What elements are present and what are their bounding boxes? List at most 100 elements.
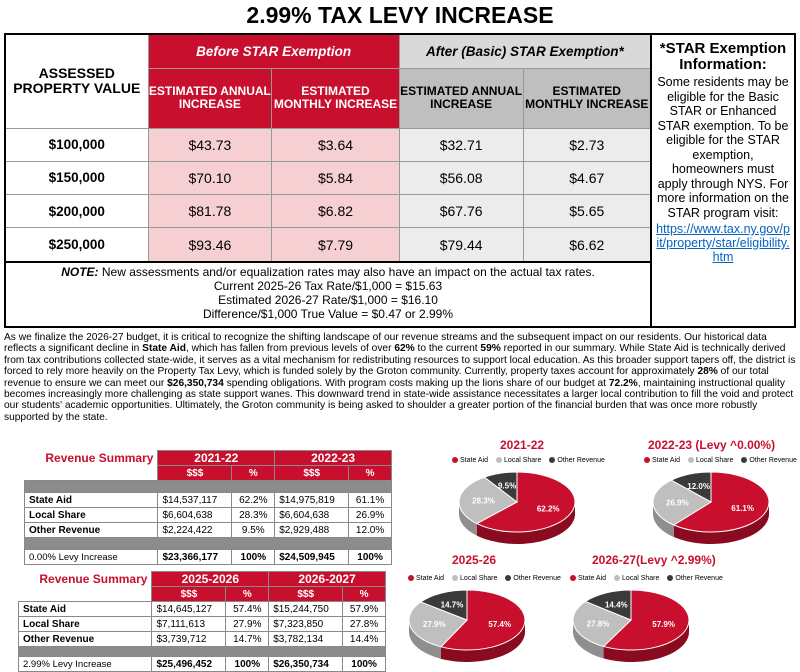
before-monthly-header: ESTIMATED MONTHLY INCREASE: [271, 67, 400, 129]
col-header: %: [342, 586, 386, 602]
pie-label-other-revenue: 14.7%: [441, 600, 464, 609]
note-text: New assessments and/or equalization rate…: [101, 265, 595, 279]
percent-cell: 14.4%: [342, 631, 386, 647]
total-percent: 100%: [225, 656, 270, 672]
total-cell: $25,496,452: [151, 656, 227, 672]
col-header: %: [225, 586, 270, 602]
total-percent: 100%: [342, 656, 386, 672]
year-header: 2026-2027: [268, 571, 386, 587]
after-annual-cell: $32.71: [398, 127, 524, 162]
before-monthly-cell: $3.64: [271, 127, 400, 162]
revenue-summary-title: Revenue Summary: [45, 451, 154, 465]
amount-cell: $3,739,712: [151, 631, 227, 647]
after-monthly-cell: $2.73: [522, 127, 652, 162]
before-annual-cell: $70.10: [147, 160, 273, 196]
revenue-summary-title: Revenue Summary: [39, 572, 148, 586]
row-label: Other Revenue: [17, 631, 153, 647]
note-label: NOTE:: [61, 265, 99, 279]
legend-label: Other Revenue: [513, 575, 561, 582]
table-row: State Aid $14,645,127 57.4% $15,244,750 …: [17, 601, 386, 617]
pie-title-2: 2022-23 (Levy ^0.00%): [648, 438, 776, 452]
pie-label-state-aid: 62.2%: [537, 505, 560, 514]
pie-slice-other-revenue: [483, 471, 518, 504]
year-header: 2021-22: [157, 450, 276, 466]
legend-other-revenue: Other Revenue: [549, 457, 605, 464]
before-annual-cell: $81.78: [147, 193, 273, 229]
col-header: $$$: [157, 465, 233, 481]
legend-label: Local Share: [504, 457, 542, 464]
budget-paragraph: As we finalize the 2026-27 budget, it is…: [4, 332, 796, 423]
percent-cell: 27.8%: [342, 616, 386, 632]
table-row: State Aid $14,537,117 62.2% $14,975,819 …: [23, 492, 392, 508]
percent-cell: 61.1%: [348, 492, 392, 508]
table-row: $100,000 $43.73 $3.64 $32.71 $2.73: [4, 127, 652, 162]
table-row: $150,000 $70.10 $5.84 $56.08 $4.67: [4, 160, 652, 196]
after-annual-cell: $79.44: [398, 227, 524, 263]
local-share-swatch: [452, 575, 459, 582]
legend-label: State Aid: [652, 457, 681, 464]
note-block: NOTE: New assessments and/or equalizatio…: [6, 265, 650, 321]
percent-cell: 9.5%: [231, 522, 276, 538]
after-monthly-cell: $5.65: [522, 193, 652, 229]
after-star-header: After (Basic) STAR Exemption*: [398, 33, 652, 69]
col-header: $$$: [274, 465, 350, 481]
para-text: reported in our summary. While State Aid…: [4, 343, 796, 378]
before-star-header: Before STAR Exemption: [147, 33, 400, 69]
pie-slice-local-share: [652, 479, 712, 526]
tax-increase-table: ASSESSED PROPERTY VALUE Before STAR Exem…: [4, 33, 652, 263]
col-header: %: [231, 465, 276, 481]
pie-side-local-share: [459, 502, 477, 536]
amount-cell: $6,604,638: [274, 507, 350, 523]
pie-legend-3: State Aid Local Share Other Revenue: [408, 575, 561, 582]
rate-difference: Difference/$1,000 True Value = $0.47 or …: [202, 307, 454, 321]
para-text: spending obligations. With program costs…: [223, 377, 609, 389]
table-row: $200,000 $81.78 $6.82 $67.76 $5.65: [4, 193, 652, 229]
para-bold: $26,350,734: [167, 377, 224, 389]
state-aid-swatch: [452, 457, 458, 464]
pie-chart-2026-27: 57.9% 27.8% 14.4%: [572, 589, 690, 662]
legend-label: Local Share: [460, 575, 498, 582]
pie-label-state-aid: 57.4%: [488, 620, 511, 629]
before-annual-cell: $93.46: [147, 227, 273, 263]
star-link[interactable]: https://www.tax.ny.gov/pit/property/star…: [656, 222, 790, 264]
divider: [24, 537, 392, 550]
pie-side-state-aid: [440, 620, 525, 662]
levy-label: 2.99% Levy Increase: [17, 656, 153, 672]
page-title: 2.99% TAX LEVY INCREASE: [246, 2, 554, 28]
before-monthly-cell: $7.79: [271, 227, 400, 263]
total-row: 0.00% Levy Increase $23,366,177 100% $24…: [23, 549, 392, 565]
pie-label-other-revenue: 14.4%: [605, 600, 628, 609]
para-text: , which has fallen from previous levels …: [185, 343, 395, 355]
other-revenue-swatch: [667, 575, 674, 582]
pie-title-3: 2025-26: [452, 553, 497, 567]
percent-cell: 26.9%: [348, 507, 392, 523]
legend-state-aid: State Aid: [408, 575, 444, 582]
pie-side-local-share: [573, 620, 604, 659]
pie-slice-state-aid: [672, 471, 770, 533]
pie-title-4: 2026-27(Levy ^2.99%): [592, 553, 716, 567]
col-header: $$$: [151, 586, 227, 602]
percent-cell: 27.9%: [225, 616, 270, 632]
amount-cell: $14,645,127: [151, 601, 227, 617]
other-revenue-swatch: [505, 575, 512, 582]
before-annual-cell: $43.73: [147, 127, 273, 162]
para-bold: 28%: [697, 366, 718, 378]
pie-slice-other-revenue: [419, 589, 468, 621]
pie-label-local-share: 26.9%: [666, 498, 689, 507]
legend-label: Other Revenue: [749, 457, 797, 464]
pie-legend-4: State Aid Local Share Other Revenue: [570, 575, 723, 582]
after-monthly-cell: $4.67: [522, 160, 652, 196]
total-percent: 100%: [348, 549, 392, 565]
legend-label: Local Share: [696, 457, 734, 464]
before-monthly-cell: $6.82: [271, 193, 400, 229]
year-header: 2022-23: [274, 450, 392, 466]
current-rate: Current 2025-26 Tax Rate/$1,000 = $15.63: [213, 279, 443, 293]
pie-slice-state-aid: [602, 589, 690, 651]
percent-cell: 14.7%: [225, 631, 270, 647]
pie-chart-2021-22: 62.2% 28.3%9.5%: [458, 471, 576, 544]
pie-chart-2025-26: 57.4% 27.9% 14.7%: [408, 589, 526, 662]
pie-legend-2: State Aid Local Share Other Revenue: [644, 457, 797, 464]
row-label: State Aid: [17, 601, 153, 617]
state-aid-swatch: [570, 575, 576, 582]
table-row: Local Share $7,111,613 27.9% $7,323,850 …: [17, 616, 386, 632]
